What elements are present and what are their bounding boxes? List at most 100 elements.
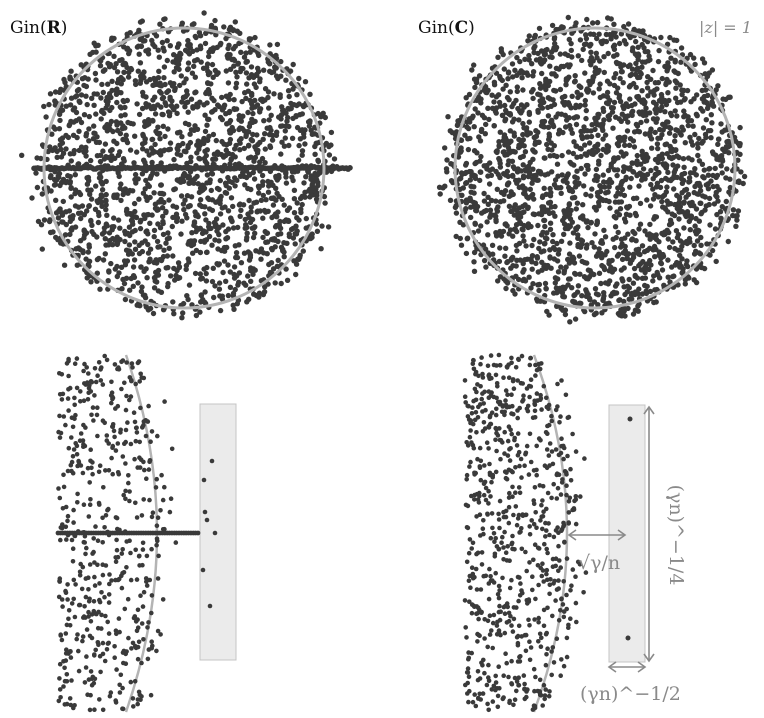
eigenvalue-point bbox=[705, 172, 712, 178]
eigenvalue-point bbox=[216, 238, 222, 244]
eigenvalue-point bbox=[168, 273, 174, 279]
eigenvalue-point bbox=[103, 221, 110, 227]
eigenvalue-point bbox=[630, 45, 636, 51]
eigenvalue-point bbox=[597, 81, 603, 87]
eigenvalue-point bbox=[535, 107, 541, 114]
eigenvalue-point bbox=[138, 288, 145, 295]
eigenvalue-point bbox=[83, 93, 89, 99]
eigenvalue-point bbox=[328, 129, 335, 136]
eigenvalue-point bbox=[87, 502, 93, 508]
eigenvalue-point bbox=[635, 308, 641, 314]
eigenvalue-point bbox=[74, 636, 79, 642]
eigenvalue-point bbox=[683, 213, 689, 220]
eigenvalue-point bbox=[146, 647, 152, 652]
eigenvalue-point bbox=[723, 198, 729, 205]
eigenvalue-point bbox=[531, 45, 537, 51]
eigenvalue-point bbox=[251, 291, 257, 297]
eigenvalue-point bbox=[693, 111, 700, 118]
eigenvalue-point bbox=[473, 703, 479, 709]
eigenvalue-point bbox=[706, 70, 712, 76]
eigenvalue-point bbox=[97, 599, 103, 605]
eigenvalue-point bbox=[61, 484, 67, 490]
eigenvalue-point bbox=[126, 242, 133, 248]
eigenvalue-point bbox=[614, 253, 621, 259]
eigenvalue-point bbox=[601, 54, 607, 60]
eigenvalue-point bbox=[117, 149, 123, 155]
eigenvalue-point bbox=[621, 308, 627, 314]
eigenvalue-point bbox=[89, 682, 95, 688]
unit-circle-gin-r bbox=[42, 26, 326, 310]
eigenvalue-point bbox=[659, 267, 666, 273]
eigenvalue-point bbox=[166, 245, 172, 251]
eigenvalue-point bbox=[539, 96, 546, 102]
eigenvalue-point bbox=[717, 209, 724, 215]
eigenvalue-point bbox=[230, 302, 236, 308]
eigenvalue-point bbox=[458, 175, 464, 181]
eigenvalue-point bbox=[493, 105, 500, 111]
eigenvalue-point bbox=[486, 181, 493, 187]
eigenvalue-point bbox=[96, 469, 102, 475]
eigenvalue-point bbox=[106, 468, 112, 473]
eigenvalue-point bbox=[182, 197, 188, 203]
eigenvalue-point bbox=[133, 180, 139, 186]
eigenvalue-point bbox=[545, 490, 551, 496]
eigenvalue-point bbox=[535, 222, 541, 229]
eigenvalue-point bbox=[139, 694, 144, 699]
eigenvalue-point bbox=[253, 146, 259, 153]
eigenvalue-point bbox=[558, 190, 564, 196]
eigenvalue-point bbox=[56, 89, 63, 96]
eigenvalue-point bbox=[487, 207, 494, 213]
eigenvalue-point bbox=[84, 545, 89, 551]
eigenvalue-point bbox=[118, 264, 125, 270]
eigenvalue-point bbox=[103, 197, 109, 203]
eigenvalue-point bbox=[88, 447, 93, 453]
eigenvalue-point bbox=[103, 513, 109, 518]
eigenvalue-point bbox=[68, 226, 74, 233]
eigenvalue-point bbox=[542, 57, 548, 63]
eigenvalue-point bbox=[453, 233, 459, 240]
eigenvalue-point bbox=[155, 271, 161, 278]
eigenvalue-point bbox=[208, 24, 215, 31]
eigenvalue-point bbox=[117, 130, 124, 137]
eigenvalue-point bbox=[252, 34, 258, 41]
eigenvalue-point bbox=[687, 134, 693, 140]
eigenvalue-point bbox=[80, 470, 86, 476]
eigenvalue-point bbox=[82, 361, 87, 367]
eigenvalue-point bbox=[50, 229, 56, 235]
eigenvalue-point bbox=[474, 79, 480, 86]
eigenvalue-point bbox=[635, 93, 642, 100]
eigenvalue-point bbox=[224, 235, 231, 241]
eigenvalue-point bbox=[562, 210, 568, 217]
eigenvalue-point bbox=[151, 227, 158, 234]
eigenvalue-point bbox=[137, 19, 144, 25]
eigenvalue-point bbox=[591, 244, 597, 250]
eigenvalue-point bbox=[145, 419, 151, 424]
eigenvalue-point bbox=[115, 403, 121, 409]
eigenvalue-point bbox=[78, 62, 84, 68]
eigenvalue-point bbox=[543, 662, 549, 668]
eigenvalue-point bbox=[139, 284, 145, 290]
eigenvalue-point bbox=[514, 207, 520, 214]
eigenvalue-point bbox=[81, 539, 87, 545]
eigenvalue-point bbox=[210, 265, 216, 271]
eigenvalue-point bbox=[539, 267, 545, 273]
eigenvalue-point bbox=[452, 132, 459, 138]
eigenvalue-point bbox=[72, 416, 77, 422]
eigenvalue-point bbox=[695, 152, 701, 159]
eigenvalue-point bbox=[148, 145, 155, 151]
eigenvalue-point bbox=[208, 225, 214, 232]
eigenvalue-point bbox=[494, 208, 501, 214]
eigenvalue-point bbox=[129, 646, 134, 651]
eigenvalue-point bbox=[210, 156, 216, 162]
eigenvalue-point bbox=[142, 295, 149, 301]
eigenvalue-point bbox=[72, 203, 79, 209]
eigenvalue-point bbox=[245, 109, 251, 116]
eigenvalue-point bbox=[667, 34, 673, 41]
eigenvalue-point bbox=[120, 97, 126, 104]
eigenvalue-point bbox=[636, 183, 642, 189]
eigenvalue-point bbox=[557, 86, 564, 93]
eigenvalue-point bbox=[533, 57, 540, 63]
eigenvalue-point bbox=[278, 244, 285, 250]
eigenvalue-point bbox=[549, 449, 555, 454]
eigenvalue-point bbox=[521, 190, 527, 197]
